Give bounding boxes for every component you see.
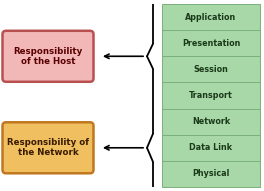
Text: Session: Session — [194, 65, 228, 74]
Text: Network: Network — [192, 117, 230, 126]
FancyBboxPatch shape — [162, 161, 260, 187]
Text: Responsibility of
the Network: Responsibility of the Network — [7, 138, 89, 158]
FancyBboxPatch shape — [2, 122, 93, 173]
Text: Physical: Physical — [192, 169, 230, 178]
Text: Application: Application — [185, 13, 237, 22]
FancyBboxPatch shape — [162, 135, 260, 161]
FancyBboxPatch shape — [162, 83, 260, 108]
Text: Responsibility
of the Host: Responsibility of the Host — [13, 47, 83, 66]
FancyBboxPatch shape — [2, 31, 93, 82]
FancyBboxPatch shape — [162, 30, 260, 56]
FancyBboxPatch shape — [162, 108, 260, 135]
Text: Data Link: Data Link — [190, 143, 233, 152]
Text: Presentation: Presentation — [182, 39, 240, 48]
FancyBboxPatch shape — [162, 4, 260, 30]
FancyBboxPatch shape — [162, 56, 260, 83]
Text: Transport: Transport — [189, 91, 233, 100]
